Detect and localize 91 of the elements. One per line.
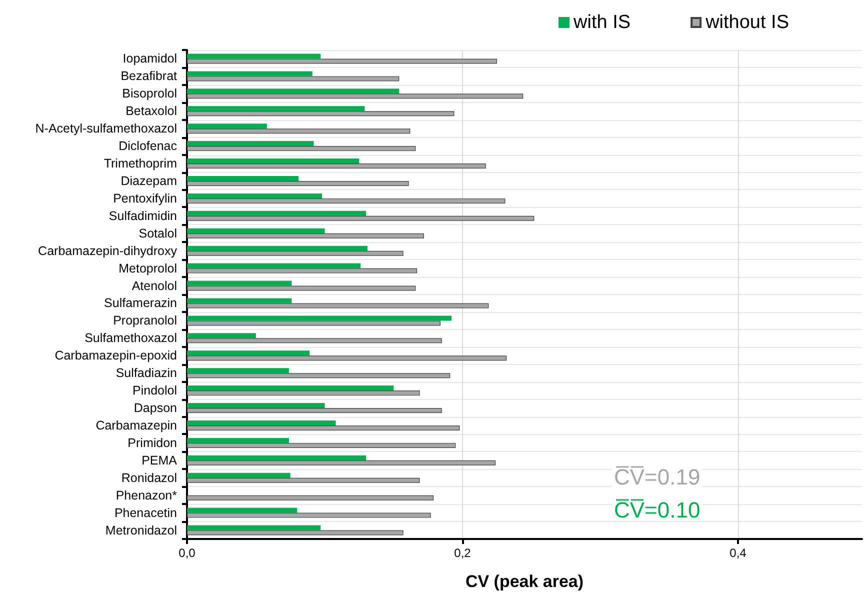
bar [187, 368, 289, 374]
bar [187, 373, 450, 378]
bar [187, 176, 299, 181]
y-tick-label: Diclofenac [118, 139, 177, 154]
x-axis-title: CV (peak area) [465, 572, 584, 591]
bar [187, 94, 524, 99]
bar [187, 250, 404, 256]
bar [187, 472, 290, 478]
y-tick-label: Iopamidol [122, 52, 177, 66]
bar [187, 280, 292, 286]
bar [187, 263, 361, 268]
bar [187, 71, 312, 76]
bar [187, 128, 410, 134]
bar [187, 350, 310, 356]
bar [187, 146, 416, 152]
bar [187, 478, 420, 483]
bar [187, 286, 416, 291]
y-tick-label: Diazepam [120, 174, 177, 188]
legend-label: with IS [572, 12, 631, 33]
bar [187, 438, 289, 443]
bar [187, 495, 434, 500]
bar [187, 210, 366, 216]
bar [187, 58, 497, 64]
y-tick-label: Trimethoprim [104, 156, 177, 171]
bar [187, 420, 336, 426]
y-tick-label: Dapson [134, 401, 178, 416]
bar [187, 228, 325, 234]
y-tick-label: Primidon [128, 436, 178, 450]
y-tick-label: Bisoprolol [122, 86, 177, 101]
bar [187, 338, 442, 344]
bar [187, 88, 400, 94]
bar [187, 425, 460, 430]
bar [187, 268, 418, 274]
annotation: C̅V̅=0.19 [614, 464, 700, 490]
legend-label: without IS [704, 12, 790, 33]
y-tick-label: PEMA [142, 453, 178, 468]
bar [187, 403, 325, 408]
bar [187, 298, 292, 304]
y-tick-label: Ronidazol [121, 470, 177, 485]
y-tick-label: Pindolol [132, 384, 177, 398]
bar [187, 390, 420, 396]
bar [187, 198, 506, 204]
bar [187, 512, 431, 518]
bar [187, 530, 404, 536]
annotation: C̅V̅=0.10 [614, 498, 700, 522]
bar [187, 508, 298, 513]
bar [187, 216, 534, 221]
y-tick-label: Metronidazol [105, 523, 177, 538]
y-tick-label: Pentoxifylin [113, 191, 178, 206]
x-tick-label: 0,4 [730, 546, 747, 560]
y-tick-label: Sulfadiazin [116, 366, 178, 380]
bar [187, 54, 321, 59]
bar [187, 106, 365, 112]
bar [187, 525, 321, 530]
bar [187, 164, 486, 169]
y-tick-label: Phenazon* [116, 488, 178, 502]
y-tick-label: Atenolol [132, 278, 177, 293]
bar [187, 442, 456, 448]
bar [187, 320, 440, 326]
bar [187, 455, 366, 460]
bar [187, 233, 424, 238]
y-tick-label: Phenacetin [114, 506, 178, 520]
y-tick-label: Propranolol [113, 314, 177, 328]
bar [187, 460, 496, 466]
y-tick-label: Sulfamerazin [104, 296, 178, 310]
y-tick-label: Carbamazepin-epoxid [54, 348, 178, 363]
bar [187, 386, 394, 391]
y-tick-label: Bezafibrat [120, 69, 178, 84]
y-tick-label: Sulfamethoxazol [84, 331, 177, 346]
bar [187, 356, 507, 361]
y-tick-label: Sotalol [138, 226, 177, 240]
y-tick-label: N-Acetyl-sulfamethoxazol [35, 122, 177, 136]
bar [187, 408, 442, 414]
bar [187, 246, 368, 251]
bar [187, 303, 489, 308]
bar [187, 158, 360, 164]
bar [187, 316, 452, 321]
x-tick-label: 0,0 [178, 546, 196, 560]
y-tick-label: Carbamazepin [96, 418, 178, 432]
bar [187, 124, 267, 129]
y-tick-label: Sulfadimidin [108, 208, 178, 223]
y-tick-label: Metoprolol [118, 261, 177, 276]
bar [187, 76, 400, 82]
bar [187, 333, 256, 338]
bar [187, 193, 322, 198]
bar [187, 111, 454, 116]
y-tick-label: Betaxolol [126, 104, 177, 118]
x-tick-label: 0,2 [454, 546, 472, 560]
y-tick-label: Carbamazepin-dihydroxy [38, 244, 178, 258]
bar [187, 180, 409, 186]
bar [187, 141, 314, 146]
